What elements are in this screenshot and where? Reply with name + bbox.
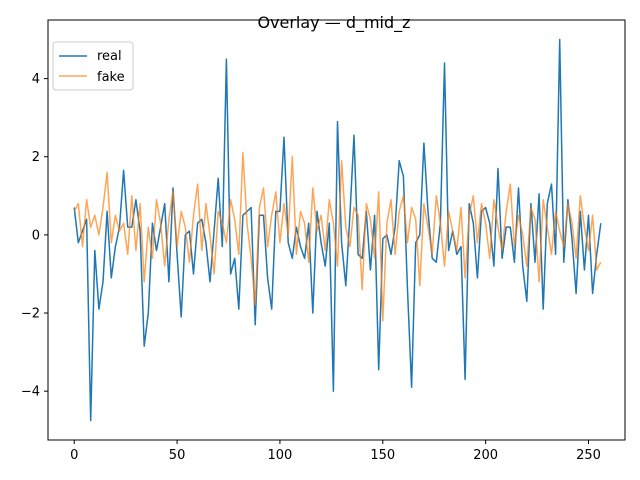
- y-tick-label: 2: [32, 150, 40, 165]
- legend-box: [52, 41, 134, 91]
- y-tick-label: 4: [32, 72, 40, 87]
- y-tick-label: 0: [32, 228, 40, 243]
- series-layer: [73, 38, 602, 422]
- x-axis: 0 50 100 150 200 250: [70, 440, 601, 463]
- legend: real fake: [52, 41, 134, 91]
- y-tick-label: −4: [21, 385, 40, 400]
- x-tick-label: 0: [70, 448, 78, 463]
- x-tick-label: 250: [576, 448, 601, 463]
- y-tick-label: −2: [21, 307, 40, 322]
- axes-frame: [47, 19, 626, 441]
- series-line-fake: [73, 152, 602, 322]
- y-axis: −4 −2 0 2 4: [21, 72, 48, 400]
- x-tick-label: 200: [473, 448, 498, 463]
- legend-label-real: real: [97, 49, 122, 64]
- x-tick-label: 50: [169, 448, 186, 463]
- x-tick-label: 100: [268, 448, 293, 463]
- x-tick-label: 150: [370, 448, 395, 463]
- plot-area: [47, 19, 626, 441]
- series-line-real: [73, 38, 602, 422]
- chart-title: Overlay — d_mid_z: [257, 13, 410, 33]
- legend-label-fake: fake: [97, 70, 125, 85]
